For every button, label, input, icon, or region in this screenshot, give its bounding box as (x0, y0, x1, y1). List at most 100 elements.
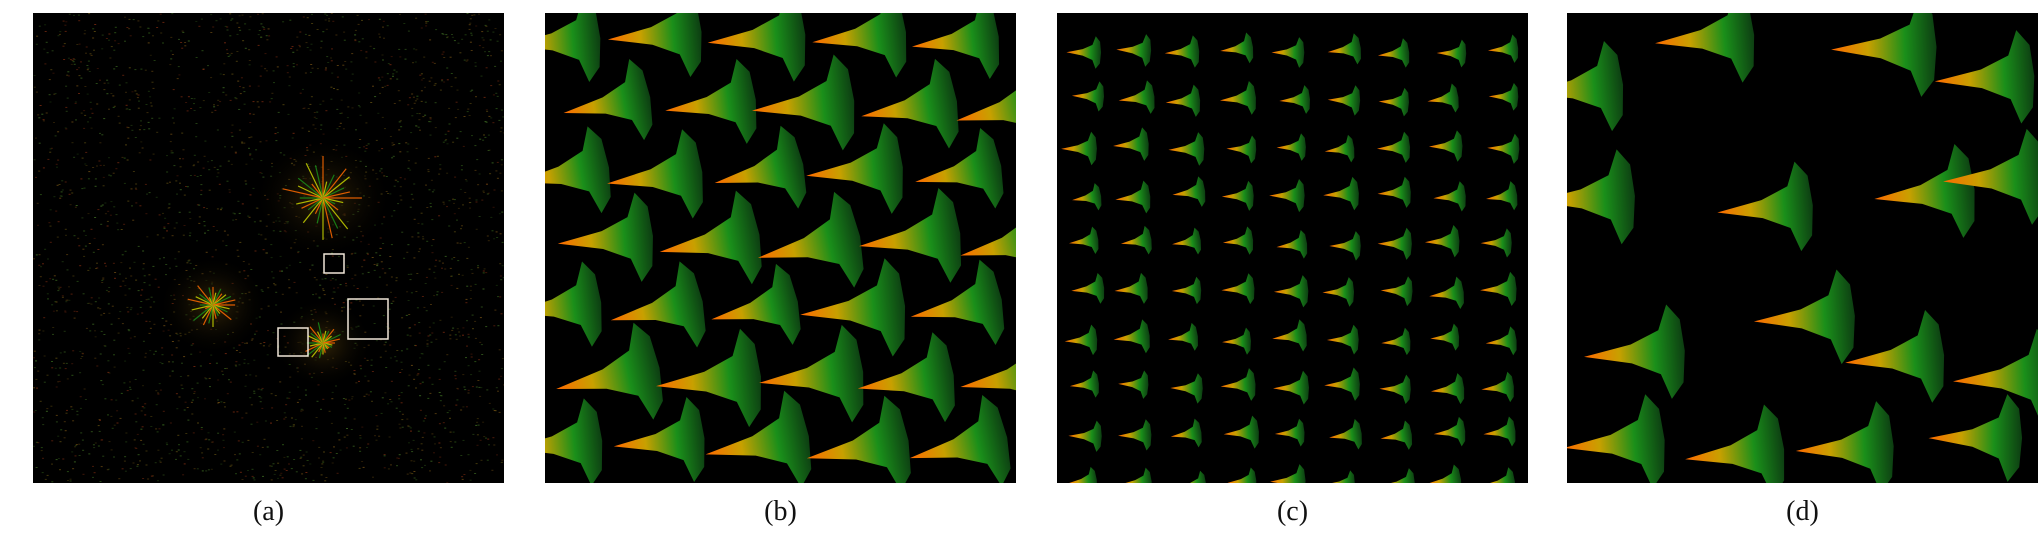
vector-glyph (1227, 467, 1257, 483)
caption-b: (b) (764, 496, 797, 527)
vector-glyph (1427, 464, 1462, 483)
vector-glyph (1326, 324, 1359, 355)
vector-glyph (1324, 134, 1355, 163)
vector-glyph (1168, 322, 1198, 351)
vector-glyph (956, 58, 1016, 149)
vector-glyph (1067, 466, 1098, 483)
vector-glyph (1379, 374, 1411, 405)
vector-glyph (800, 258, 906, 357)
vector-glyph (1116, 34, 1152, 67)
vector-glyph (1376, 131, 1411, 163)
vector-glyph (806, 395, 911, 483)
vector-glyph (861, 58, 959, 149)
panel-b-dense-glyphs (545, 13, 1016, 483)
vector-glyph (1323, 176, 1359, 211)
vector-glyph (1272, 319, 1307, 352)
vector-glyph (1165, 84, 1201, 117)
vector-glyph (1480, 228, 1512, 258)
vector-glyph (1222, 226, 1254, 255)
vector-glyph (1226, 135, 1257, 164)
vector-glyph (1061, 131, 1097, 166)
vector-glyph (1483, 416, 1516, 447)
vector-glyph (607, 13, 702, 78)
vector-glyph (557, 192, 653, 282)
vector-glyph (1428, 130, 1463, 162)
vector-glyph (1753, 269, 1855, 365)
vector-glyph (1273, 275, 1309, 308)
vector-glyph (1274, 418, 1305, 447)
vector-glyph (1487, 34, 1519, 63)
vector-glyph (545, 126, 611, 214)
vector-glyph (1176, 470, 1207, 483)
vector-glyph (1795, 401, 1894, 483)
vector-glyph (1380, 276, 1413, 307)
vector-glyph (563, 58, 653, 141)
vector-glyph (1071, 81, 1105, 112)
vector-glyph (665, 58, 757, 144)
vector-glyph (960, 324, 1016, 421)
small-glyph-closeup (1057, 13, 1528, 483)
vector-glyph (1380, 420, 1413, 450)
vector-glyph (1567, 149, 1635, 245)
vector-glyph (1567, 41, 1624, 132)
highlight-box-large (347, 298, 389, 340)
vector-glyph (806, 123, 903, 214)
vector-glyph (1120, 225, 1152, 255)
vector-glyph (1486, 181, 1518, 211)
vector-glyph (757, 191, 864, 288)
vector-glyph (1483, 467, 1516, 483)
vector-glyph (812, 13, 907, 78)
vector-glyph (911, 13, 1000, 80)
vector-glyph (1220, 32, 1254, 64)
vector-glyph (1481, 371, 1514, 403)
vector-glyph (545, 13, 601, 83)
vector-glyph (1072, 183, 1102, 211)
vector-glyph (1380, 468, 1415, 483)
vector-glyph (1164, 35, 1200, 68)
vector-glyph (556, 322, 663, 420)
vector-glyph (1831, 13, 1937, 97)
vector-glyph (1172, 176, 1206, 207)
vector-glyph (1279, 85, 1311, 114)
vector-glyph (613, 396, 705, 483)
vector-glyph (759, 324, 864, 423)
vector-glyph (1172, 227, 1202, 255)
critical-point (305, 322, 341, 359)
vector-glyph (1953, 328, 2038, 425)
vector-glyph (1114, 272, 1148, 304)
vector-glyph (1436, 39, 1467, 68)
vector-glyph (1113, 319, 1150, 354)
vector-glyph (1329, 231, 1361, 261)
vector-glyph (1113, 127, 1149, 161)
vector-glyph (1322, 277, 1355, 307)
vector-glyph (909, 395, 1011, 483)
vector-glyph (607, 129, 703, 219)
highlight-box-small (323, 253, 345, 274)
vector-glyph (1276, 133, 1306, 161)
vector-glyph (915, 127, 1004, 209)
vector-glyph (1118, 80, 1155, 114)
vector-glyph (1429, 276, 1464, 309)
vector-glyph (1071, 272, 1105, 304)
vector-glyph (610, 261, 706, 348)
vector-glyph (960, 195, 1016, 283)
caption-a: (a) (252, 496, 285, 527)
vector-glyph (1685, 404, 1785, 483)
vector-glyph (656, 328, 761, 428)
vector-glyph (1221, 273, 1255, 305)
vector-glyph (659, 190, 762, 285)
caption-c: (c) (1276, 496, 1309, 527)
vector-glyph (1118, 419, 1152, 451)
vector-glyph (1430, 323, 1460, 351)
vector-glyph (714, 125, 807, 209)
panel-c-small-glyphs (1057, 13, 1528, 483)
caption-d: (d) (1786, 496, 1819, 527)
critical-point (187, 285, 236, 327)
vector-glyph (751, 54, 855, 151)
vector-glyph (1377, 38, 1410, 68)
vector-glyph (1377, 227, 1412, 260)
vector-glyph (1220, 368, 1256, 401)
vector-glyph (1324, 367, 1360, 401)
vector-glyph (1845, 309, 1945, 403)
vector-glyph (1584, 304, 1685, 399)
